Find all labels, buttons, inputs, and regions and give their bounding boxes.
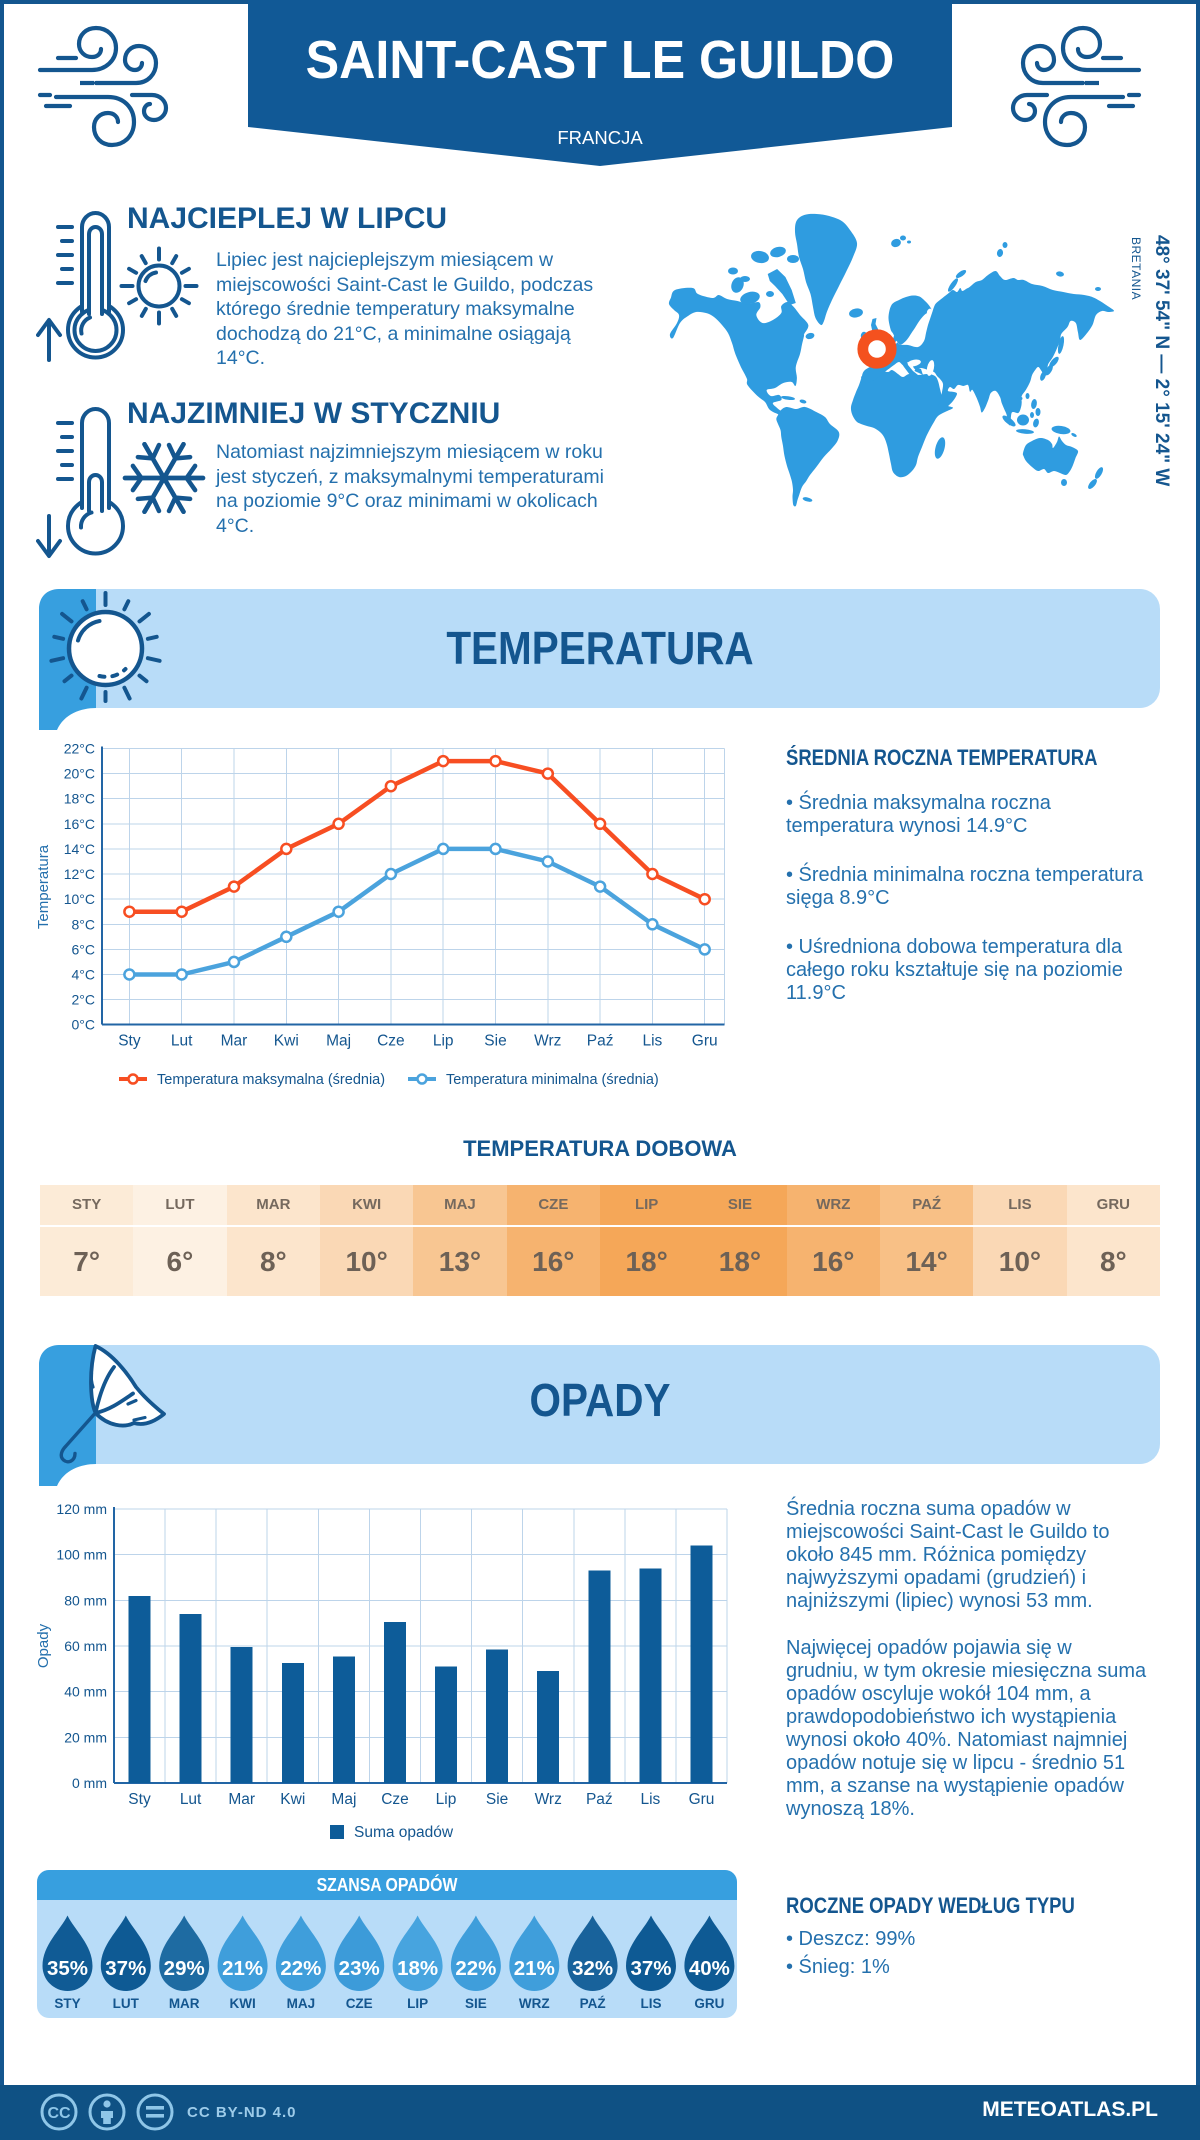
svg-text:Sie: Sie <box>486 1791 508 1808</box>
svg-text:Lip: Lip <box>433 1033 454 1050</box>
svg-text:Lis: Lis <box>642 1033 662 1050</box>
svg-text:CC: CC <box>47 2105 71 2122</box>
svg-text:23%: 23% <box>339 1957 380 1980</box>
svg-text:8°C: 8°C <box>72 916 96 932</box>
svg-text:Cze: Cze <box>377 1033 405 1050</box>
svg-text:20 mm: 20 mm <box>64 1729 107 1745</box>
svg-text:18°C: 18°C <box>64 791 95 807</box>
svg-text:Temperatura: Temperatura <box>35 844 52 929</box>
svg-text:80 mm: 80 mm <box>64 1592 107 1608</box>
svg-text:21%: 21% <box>222 1957 263 1980</box>
svg-text:60 mm: 60 mm <box>64 1638 107 1654</box>
svg-text:Lut: Lut <box>180 1791 202 1808</box>
svg-text:14°C: 14°C <box>64 841 95 857</box>
svg-text:Sty: Sty <box>128 1791 151 1808</box>
svg-text:20°C: 20°C <box>64 766 95 782</box>
svg-text:LIS: LIS <box>640 1996 661 2011</box>
svg-text:Lut: Lut <box>171 1033 193 1050</box>
svg-text:LUT: LUT <box>113 1996 140 2011</box>
svg-text:10°C: 10°C <box>64 891 95 907</box>
svg-text:Opady: Opady <box>35 1623 52 1668</box>
svg-text:37%: 37% <box>630 1957 671 1980</box>
svg-text:37%: 37% <box>105 1957 146 1980</box>
svg-text:29%: 29% <box>164 1957 205 1980</box>
svg-text:32%: 32% <box>572 1957 613 1980</box>
svg-text:22°C: 22°C <box>64 741 95 757</box>
svg-text:KWI: KWI <box>229 1996 255 2011</box>
svg-text:Sie: Sie <box>484 1033 506 1050</box>
svg-text:SIE: SIE <box>465 1996 487 2011</box>
svg-text:Sty: Sty <box>118 1033 141 1050</box>
svg-text:22%: 22% <box>280 1957 321 1980</box>
svg-text:Wrz: Wrz <box>534 1033 561 1050</box>
svg-text:Temperatura minimalna (średnia: Temperatura minimalna (średnia) <box>446 1072 659 1088</box>
svg-text:40 mm: 40 mm <box>64 1684 107 1700</box>
svg-text:Gru: Gru <box>689 1791 715 1808</box>
svg-text:16°C: 16°C <box>64 816 95 832</box>
svg-text:Suma opadów: Suma opadów <box>354 1824 454 1841</box>
svg-text:Wrz: Wrz <box>535 1791 562 1808</box>
svg-text:4°C: 4°C <box>72 967 96 983</box>
svg-text:LIP: LIP <box>407 1996 428 2011</box>
svg-text:Paź: Paź <box>587 1033 614 1050</box>
svg-text:22%: 22% <box>455 1957 496 1980</box>
svg-text:40%: 40% <box>689 1957 730 1980</box>
svg-text:Lis: Lis <box>640 1791 660 1808</box>
svg-text:PAŹ: PAŹ <box>580 1996 606 2011</box>
svg-text:0°C: 0°C <box>72 1017 96 1033</box>
svg-text:Cze: Cze <box>381 1791 409 1808</box>
svg-text:18%: 18% <box>397 1957 438 1980</box>
svg-text:6°C: 6°C <box>72 941 96 957</box>
svg-text:Gru: Gru <box>692 1033 718 1050</box>
svg-text:100 mm: 100 mm <box>56 1547 107 1563</box>
svg-text:Paź: Paź <box>586 1791 613 1808</box>
svg-text:0 mm: 0 mm <box>72 1775 107 1791</box>
svg-text:WRZ: WRZ <box>519 1996 550 2011</box>
svg-text:Lip: Lip <box>436 1791 457 1808</box>
svg-text:Temperatura maksymalna (średni: Temperatura maksymalna (średnia) <box>157 1072 385 1088</box>
svg-text:CZE: CZE <box>346 1996 373 2011</box>
svg-text:STY: STY <box>54 1996 80 2011</box>
svg-text:Maj: Maj <box>331 1791 356 1808</box>
svg-text:21%: 21% <box>514 1957 555 1980</box>
svg-text:GRU: GRU <box>694 1996 724 2011</box>
svg-text:Mar: Mar <box>221 1033 248 1050</box>
svg-text:MAR: MAR <box>169 1996 200 2011</box>
svg-text:Kwi: Kwi <box>274 1033 299 1050</box>
svg-text:Maj: Maj <box>326 1033 351 1050</box>
svg-text:2°C: 2°C <box>72 992 96 1008</box>
svg-text:Mar: Mar <box>228 1791 255 1808</box>
svg-text:35%: 35% <box>47 1957 88 1980</box>
svg-text:MAJ: MAJ <box>287 1996 316 2011</box>
svg-text:Kwi: Kwi <box>280 1791 305 1808</box>
svg-text:120 mm: 120 mm <box>56 1501 107 1517</box>
svg-text:12°C: 12°C <box>64 866 95 882</box>
